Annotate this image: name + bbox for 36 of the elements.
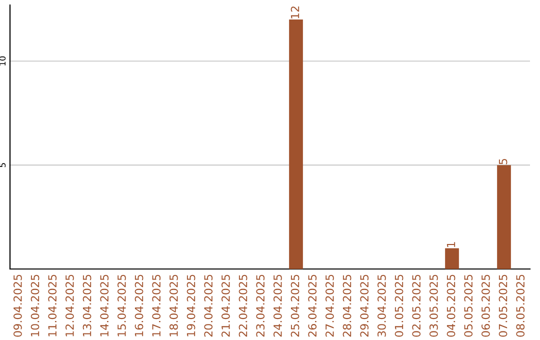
- x-tick-label: 09.04.2025: [13, 274, 22, 337]
- x-tick-label: 19.04.2025: [186, 274, 196, 336]
- x-tick-label: 10.04.2025: [30, 274, 40, 336]
- x-tick-label: 07.05.2025: [498, 274, 508, 337]
- x-tick-label: 03.05.2025: [429, 274, 438, 337]
- x-tick-label: 11.04.2025: [48, 274, 57, 336]
- x-tick-label: 26.04.2025: [308, 274, 317, 337]
- bar: [289, 20, 303, 269]
- data-label: 5: [498, 158, 508, 164]
- x-tick-label: 21.04.2025: [221, 274, 230, 337]
- bar: [497, 165, 511, 269]
- x-tick-label: 13.04.2025: [82, 274, 92, 336]
- x-tick-label: 12.04.2025: [65, 274, 74, 336]
- x-tick-label: 15.04.2025: [117, 274, 126, 336]
- x-tick-label: 25.04.2025: [290, 274, 300, 337]
- x-tick-label: 24.04.2025: [273, 274, 282, 337]
- x-tick-label: 16.04.2025: [134, 274, 144, 336]
- x-tick-label: 22.04.2025: [238, 274, 248, 337]
- x-tick-label: 04.05.2025: [446, 274, 456, 337]
- x-tick-label: 20.04.2025: [204, 274, 213, 337]
- x-tick-label: 28.04.2025: [342, 274, 352, 337]
- data-label: 12: [290, 6, 300, 18]
- x-tick-label: 17.04.2025: [152, 274, 161, 336]
- x-tick-label: 01.05.2025: [394, 274, 404, 337]
- x-tick-label: 05.05.2025: [464, 274, 473, 337]
- x-tick-label: 14.04.2025: [100, 274, 109, 336]
- x-tick-label: 27.04.2025: [325, 274, 334, 337]
- data-label: 1: [446, 242, 456, 247]
- x-tick-label: 23.04.2025: [256, 274, 265, 337]
- x-tick-label: 18.04.2025: [169, 274, 178, 336]
- x-tick-label: 02.05.2025: [412, 274, 421, 337]
- x-tick-label: 06.05.2025: [481, 274, 490, 337]
- x-tick-label: 29.04.2025: [360, 274, 369, 337]
- x-tick-label: 30.04.2025: [377, 274, 386, 337]
- x-tick-label: 08.05.2025: [516, 274, 525, 337]
- bar: [445, 248, 459, 269]
